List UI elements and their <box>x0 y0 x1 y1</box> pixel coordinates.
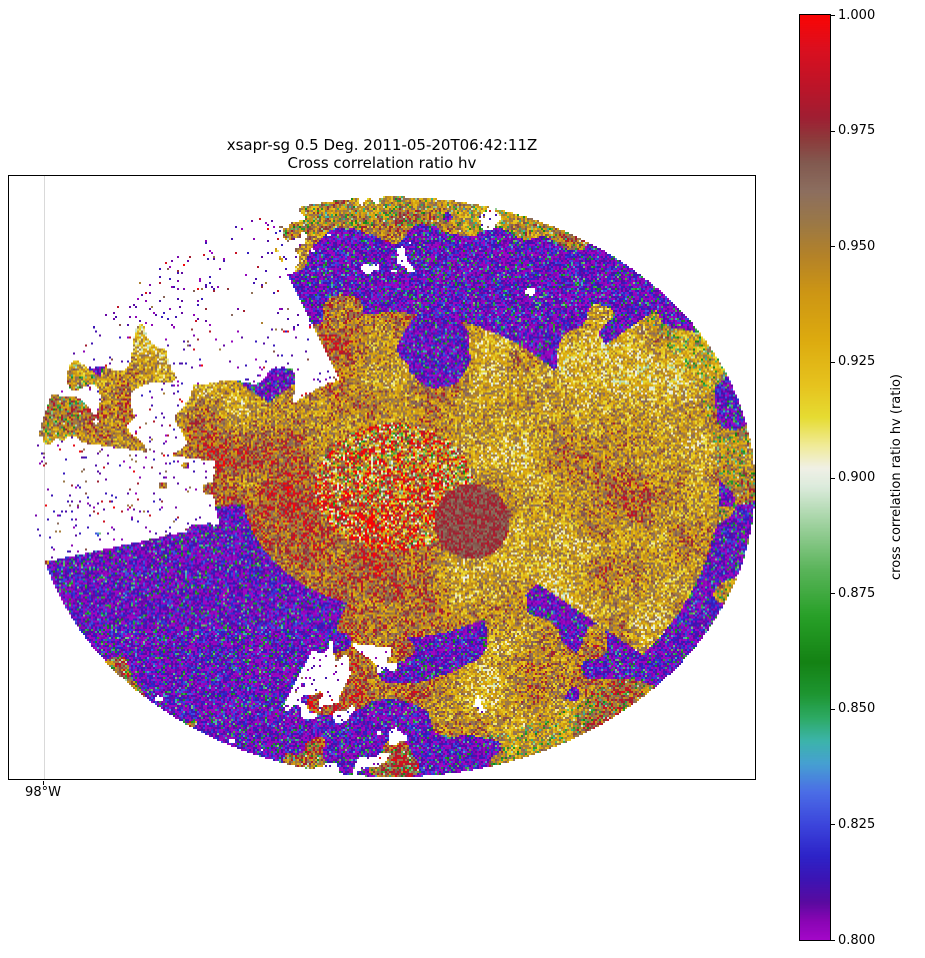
x-axis-tick-label: 98°W <box>25 785 61 800</box>
plot-axes <box>8 175 756 780</box>
colorbar <box>799 14 831 941</box>
radar-ppi-image <box>9 176 755 779</box>
x-axis-tick-mark <box>43 781 44 785</box>
plot-title: xsapr-sg 0.5 Deg. 2011-05-20T06:42:11Z C… <box>8 136 756 172</box>
colorbar-tick-mark <box>831 361 835 363</box>
colorbar-tick-mark <box>831 593 835 595</box>
colorbar-tick-label: 0.850 <box>838 701 876 717</box>
colorbar-tick-label: 0.800 <box>838 932 876 948</box>
colorbar-axis-label: cross correlation ratio hv (ratio) <box>886 15 906 940</box>
colorbar-tick-mark <box>831 130 835 132</box>
colorbar-tick-mark <box>831 15 835 16</box>
colorbar-tick-label: 1.000 <box>838 7 876 23</box>
colorbar-tick-mark <box>831 477 835 479</box>
colorbar-tick-mark <box>831 708 835 710</box>
colorbar-tick-label: 0.925 <box>838 354 876 370</box>
colorbar-tick-mark <box>831 246 835 248</box>
colorbar-tick-mark <box>831 824 835 826</box>
colorbar-tick-label: 0.875 <box>838 585 876 601</box>
plot-title-line2: Cross correlation ratio hv <box>287 154 477 172</box>
plot-title-line1: xsapr-sg 0.5 Deg. 2011-05-20T06:42:11Z <box>226 136 538 154</box>
colorbar-axis-label-text: cross correlation ratio hv (ratio) <box>888 374 904 581</box>
colorbar-tick-label: 0.825 <box>838 816 876 832</box>
colorbar-tick-label: 0.950 <box>838 238 876 254</box>
colorbar-tick-label: 0.975 <box>838 123 876 139</box>
colorbar-tick-mark <box>831 940 835 941</box>
colorbar-tick-label: 0.900 <box>838 470 876 485</box>
